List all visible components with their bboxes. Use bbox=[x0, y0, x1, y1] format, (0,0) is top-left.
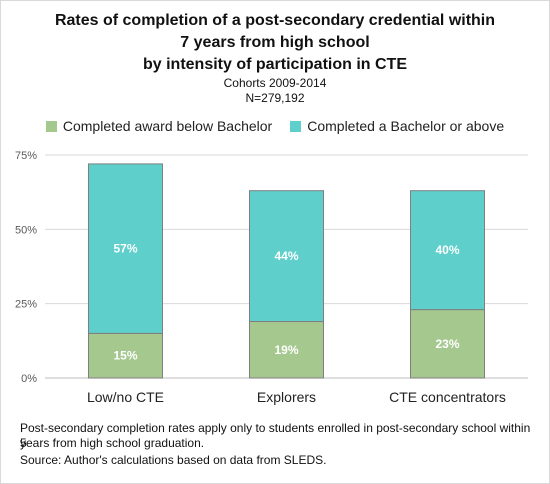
data-label-0-series-1: 57% bbox=[113, 242, 137, 256]
x-tick-label-2: CTE concentrators bbox=[389, 389, 506, 405]
bar-1-series-0 bbox=[249, 321, 324, 379]
chart-legend: Completed award below Bachelor Completed… bbox=[0, 118, 550, 134]
chart-subtitle-cohorts: Cohorts 2009-2014 bbox=[223, 76, 327, 90]
bar-2-series-1 bbox=[410, 190, 485, 311]
chart-title-line-2: 7 years from high school bbox=[180, 34, 370, 51]
legend-item-bachelor-above: Completed a Bachelor or above bbox=[290, 118, 504, 134]
chart-title-line-1: Rates of completion of a post-secondary … bbox=[54, 12, 496, 29]
data-label-0-series-0: 15% bbox=[113, 349, 137, 363]
footnote-line-2: years from high school graduation. bbox=[20, 436, 205, 450]
footnote-line-1: Post-secondary completion rates apply on… bbox=[20, 421, 531, 450]
legend-label-bachelor-above: Completed a Bachelor or above bbox=[307, 118, 505, 134]
y-tick-label-1: 25% bbox=[15, 299, 37, 311]
data-label-2-series-0: 23% bbox=[435, 337, 459, 351]
source-note: Source: Author's calculations based on d… bbox=[20, 453, 327, 467]
chart-subtitle-n: N=279,192 bbox=[245, 91, 305, 105]
y-tick-label-0: 0% bbox=[21, 373, 37, 385]
bar-1-series-1 bbox=[249, 190, 324, 323]
legend-swatch-below-bachelor bbox=[45, 120, 57, 132]
legend-swatch-bachelor-above bbox=[290, 120, 302, 132]
y-tick-label-2: 50% bbox=[15, 224, 37, 236]
legend-item-below-bachelor: Completed award below Bachelor bbox=[45, 118, 273, 134]
data-label-1-series-0: 19% bbox=[274, 343, 298, 357]
data-label-2-series-1: 40% bbox=[435, 243, 459, 257]
y-tick-label-3: 75% bbox=[15, 150, 37, 162]
chart-title-line-3: by intensity of participation in CTE bbox=[142, 56, 407, 73]
data-label-1-series-1: 44% bbox=[274, 249, 298, 263]
x-tick-label-1: Explorers bbox=[257, 389, 316, 405]
bar-0-series-1 bbox=[88, 163, 163, 334]
x-tick-label-0: Low/no CTE bbox=[87, 389, 164, 405]
legend-label-below-bachelor: Completed award below Bachelor bbox=[62, 118, 273, 134]
